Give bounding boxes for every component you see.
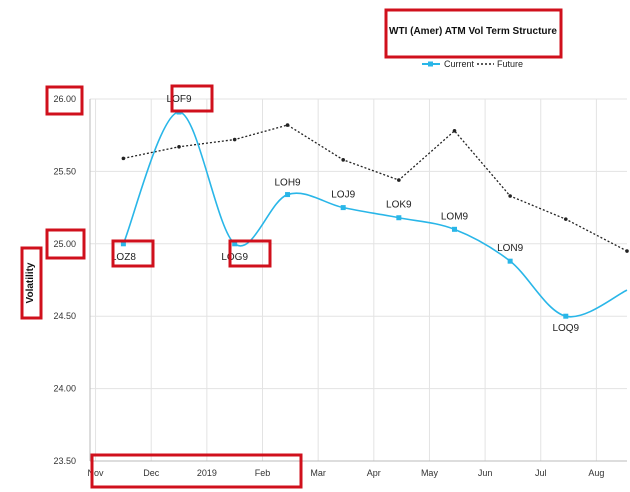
point-labels: LOZ8 LOF9 LOG9 LOH9 LOJ9 LOK9 LOM9 LON9 LOQ9 bbox=[111, 94, 580, 334]
y-mid-tick-highlight-box bbox=[45, 228, 86, 260]
point-label: LOJ9 bbox=[331, 190, 355, 201]
axes: 23.50 24.00 24.50 25.00 25.50 26.00 Nov Dec 2019… bbox=[53, 94, 627, 478]
x-tick-label: Jun bbox=[478, 468, 493, 478]
grid-lines bbox=[90, 98, 627, 462]
point-label: LOM9 bbox=[441, 211, 469, 222]
point-label: LON9 bbox=[497, 243, 524, 254]
future-data-point bbox=[397, 178, 401, 182]
x-tick-label: 2019 bbox=[197, 468, 217, 478]
y-tick-label: 24.50 bbox=[53, 311, 76, 321]
x-tick-label: May bbox=[421, 468, 439, 478]
y-tick-label: 23.50 bbox=[53, 456, 76, 466]
future-data-point bbox=[625, 249, 629, 253]
title-highlight-box bbox=[384, 8, 563, 59]
lof9-label-highlight-box bbox=[170, 84, 214, 113]
current-data-point bbox=[232, 241, 238, 247]
current-data-point bbox=[563, 313, 569, 319]
y-tick-label: 24.00 bbox=[53, 384, 76, 394]
future-data-point bbox=[285, 123, 290, 127]
point-label: LOQ9 bbox=[552, 323, 579, 334]
current-data-point bbox=[340, 205, 346, 211]
future-data-point bbox=[177, 144, 181, 149]
x-tick-label: Feb bbox=[255, 468, 271, 478]
y-axis-label-highlight-box bbox=[20, 246, 43, 320]
y-tick-label: 25.50 bbox=[53, 166, 76, 176]
series-layer bbox=[120, 109, 629, 319]
current-data-point bbox=[507, 258, 513, 264]
y-tick-label: 25.00 bbox=[53, 239, 76, 249]
y-axis-label: Volatility bbox=[25, 262, 36, 303]
point-label: LOZ8 bbox=[111, 252, 136, 263]
future-data-point bbox=[508, 194, 512, 198]
chart-title: WTI (Amer) ATM Vol Term Structure bbox=[389, 26, 557, 37]
point-label: LOF9 bbox=[167, 94, 192, 105]
current-data-point bbox=[451, 226, 457, 232]
future-data-point bbox=[121, 156, 126, 161]
y-max-tick-highlight-box bbox=[45, 85, 84, 116]
point-label: LOG9 bbox=[221, 252, 248, 263]
future-data-point bbox=[232, 137, 237, 142]
future-data-point bbox=[452, 129, 457, 133]
x-tick-label: Apr bbox=[367, 468, 381, 478]
x-tick-label: Dec bbox=[143, 468, 160, 478]
legend-current-marker bbox=[428, 61, 433, 67]
x-tick-label: Jul bbox=[535, 468, 547, 478]
x-axis-ticks-highlight-box bbox=[90, 453, 303, 489]
x-tick-label: Nov bbox=[88, 468, 105, 478]
x-tick-label: Mar bbox=[310, 468, 326, 478]
y-tick-label: 26.00 bbox=[53, 94, 76, 104]
loz8-label-highlight-box bbox=[111, 239, 155, 268]
point-label: LOK9 bbox=[386, 200, 412, 211]
current-data-point bbox=[396, 215, 402, 221]
legend-current-label: Current bbox=[444, 59, 475, 69]
point-label: LOH9 bbox=[274, 178, 301, 189]
current-data-point bbox=[285, 192, 291, 198]
red-annotation-boxes bbox=[20, 8, 563, 489]
current-data-point bbox=[120, 241, 126, 247]
log9-label-highlight-box bbox=[228, 239, 272, 268]
future-data-point bbox=[563, 217, 568, 221]
legend: Current Future bbox=[422, 59, 523, 69]
future-series-line bbox=[123, 124, 628, 252]
future-data-point bbox=[341, 158, 345, 162]
legend-future-label: Future bbox=[497, 59, 523, 69]
current-series-line bbox=[122, 111, 628, 318]
x-tick-label: Aug bbox=[588, 468, 604, 478]
